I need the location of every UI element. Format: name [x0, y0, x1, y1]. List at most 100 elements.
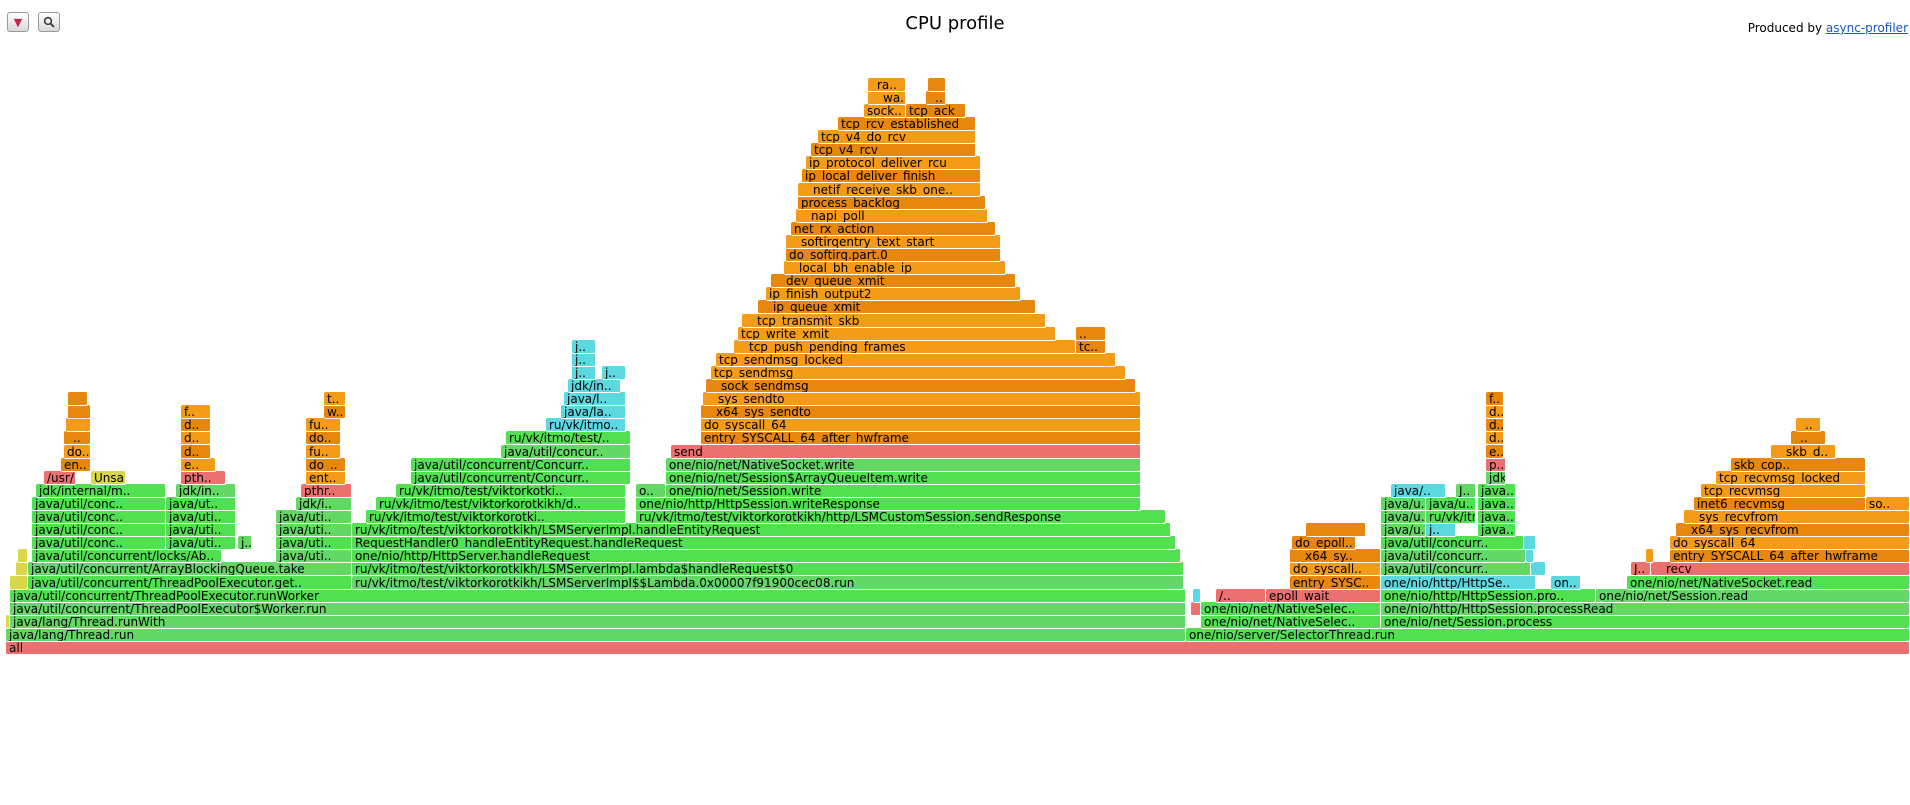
flame-frame[interactable]: _..: [1796, 418, 1821, 432]
flame-frame[interactable]: java/util/concur..: [501, 445, 631, 459]
flame-frame[interactable]: java/ut..: [166, 497, 236, 511]
flame-frame[interactable]: tcp_rcv_established: [838, 117, 976, 131]
flame-frame[interactable]: [928, 78, 946, 92]
flame-frame[interactable]: ru/vk/itmo/test/viktorkorotkikh/LSMServe…: [352, 576, 1184, 590]
flame-frame[interactable]: ent..: [306, 471, 346, 485]
flame-frame[interactable]: [1531, 562, 1546, 576]
flame-frame[interactable]: fu..: [306, 445, 341, 459]
flame-frame[interactable]: java/uti..: [166, 523, 236, 537]
flame-frame[interactable]: ru/vk/itmo/test/viktorkotki..: [396, 484, 626, 498]
flame-frame[interactable]: java/u..: [1426, 497, 1476, 511]
flame-frame[interactable]: entry_SYSC..: [1290, 576, 1381, 590]
flame-frame[interactable]: __dev_queue_xmit: [771, 274, 1016, 288]
flame-frame[interactable]: j..: [572, 353, 596, 367]
flame-frame[interactable]: /..: [1216, 589, 1266, 603]
flame-frame[interactable]: tcp_v4_rcv: [811, 143, 976, 157]
flame-frame[interactable]: java..: [1478, 484, 1516, 498]
flame-frame[interactable]: java/uti..: [166, 510, 236, 524]
flame-frame[interactable]: __sys_recvfrom: [1684, 510, 1910, 524]
flame-frame[interactable]: __x64_sys_recvfrom: [1676, 523, 1910, 537]
flame-frame[interactable]: do_softirq.part.0: [786, 248, 1001, 262]
flame-frame[interactable]: __softirqentry_text_start: [786, 235, 1001, 249]
flame-frame[interactable]: java..: [1478, 510, 1516, 524]
flame-frame[interactable]: java/util/conc..: [32, 523, 166, 537]
flame-frame[interactable]: j..: [1426, 523, 1456, 537]
flame-frame[interactable]: one/nio/http/HttpSession.pro..: [1381, 589, 1596, 603]
flame-frame[interactable]: one/nio/net/Session$ArrayQueueItem.write: [666, 471, 1141, 485]
flame-frame[interactable]: java..: [1478, 497, 1516, 511]
flame-frame[interactable]: on..: [1551, 576, 1581, 590]
flame-frame[interactable]: tcp_sendmsg_locked: [716, 353, 1116, 367]
flame-frame[interactable]: java/util/concurrent/ThreadPoolExecutor.…: [10, 589, 1186, 603]
flame-frame[interactable]: [16, 562, 28, 576]
flame-frame[interactable]: [68, 405, 91, 419]
flame-frame[interactable]: java/util/concurrent/Concurr..: [411, 471, 631, 485]
flame-frame[interactable]: do_syscall_64: [701, 418, 1141, 432]
flame-frame[interactable]: ru/vk/itmo/test/viktorkorotki..: [366, 510, 626, 524]
flame-frame[interactable]: one/nio/net/NativeSelec..: [1201, 602, 1381, 616]
flame-frame[interactable]: __x64_sy..: [1290, 549, 1381, 563]
flame-frame[interactable]: one/nio/net/Session.read: [1596, 589, 1910, 603]
flame-frame[interactable]: en..: [61, 458, 91, 472]
flame-frame[interactable]: java/util/conc..: [32, 536, 166, 550]
flame-frame[interactable]: j..: [602, 366, 626, 380]
flame-frame[interactable]: Unsa..: [91, 471, 126, 485]
flame-frame[interactable]: sock..: [864, 104, 906, 118]
flame-frame[interactable]: __sys_sendto: [703, 392, 1141, 406]
flame-frame[interactable]: [1306, 523, 1366, 537]
flame-frame[interactable]: java/util/conc..: [32, 510, 166, 524]
flame-frame[interactable]: [1526, 549, 1534, 563]
flame-frame[interactable]: java/u..: [1381, 510, 1426, 524]
flame-frame[interactable]: one/nio/net/Session.process: [1381, 615, 1910, 629]
flame-frame[interactable]: ru/vk/itmo..: [546, 418, 626, 432]
flame-frame[interactable]: jdk..: [1486, 471, 1506, 485]
flame-frame[interactable]: [1193, 589, 1201, 603]
flame-frame[interactable]: __skb_d..: [1771, 445, 1836, 459]
flame-frame[interactable]: __ip_queue_xmit: [758, 300, 1036, 314]
flame-frame[interactable]: java/util/concurr..: [1381, 536, 1524, 550]
flame-frame[interactable]: ru/vk/itmo/test/..: [506, 431, 631, 445]
flame-frame[interactable]: skb_cop..: [1731, 458, 1866, 472]
flame-frame[interactable]: java..: [1478, 523, 1516, 537]
flame-frame[interactable]: jdk/i..: [296, 497, 352, 511]
flame-frame[interactable]: t..: [324, 392, 346, 406]
flame-frame[interactable]: send: [671, 445, 1141, 459]
flame-frame[interactable]: java/util/conc..: [32, 497, 166, 511]
flame-frame[interactable]: f..: [1486, 392, 1504, 406]
flame-frame[interactable]: tcp_ack: [906, 104, 966, 118]
flame-frame[interactable]: tcp_recvmsg: [1701, 484, 1866, 498]
flame-frame[interactable]: d..: [181, 418, 211, 432]
flame-frame[interactable]: one/nio/net/Session.write: [666, 484, 1141, 498]
flame-frame[interactable]: do_epoll..: [1292, 536, 1356, 550]
flame-frame[interactable]: java/u..: [1381, 523, 1426, 537]
flame-frame[interactable]: java/lang/Thread.runWith: [10, 615, 1186, 629]
flame-frame[interactable]: d..: [1486, 418, 1504, 432]
flame-frame[interactable]: ru/vk/itmo/test/viktorkorotkikh/http/LSM…: [636, 510, 1166, 524]
flame-frame[interactable]: one/nio/http/HttpSession.writeResponse: [636, 497, 1141, 511]
flame-frame[interactable]: java/util/concurrent/locks/Ab..: [32, 549, 222, 563]
flame-frame[interactable]: jdk/in..: [568, 379, 621, 393]
flame-frame[interactable]: do..: [306, 431, 341, 445]
flame-frame[interactable]: java/util/concurr..: [1381, 549, 1526, 563]
flame-frame[interactable]: o..: [636, 484, 666, 498]
flame-frame[interactable]: one/nio/http/HttpSession.processRead: [1381, 602, 1910, 616]
flame-frame[interactable]: __tcp_transmit_skb: [742, 314, 1046, 328]
flame-frame[interactable]: one/nio/net/NativeSelec..: [1201, 615, 1381, 629]
flame-frame[interactable]: RequestHandler0_handleEntityRequest.hand…: [352, 536, 1176, 550]
flame-frame[interactable]: tcp_write_xmit: [738, 327, 1056, 341]
flame-frame[interactable]: e..: [181, 458, 216, 472]
flame-frame[interactable]: java/uti..: [276, 536, 352, 550]
flame-frame[interactable]: jdk/in..: [176, 484, 236, 498]
async-profiler-link[interactable]: async-profiler: [1825, 21, 1908, 35]
flame-frame[interactable]: pth..: [181, 471, 226, 485]
flame-frame[interactable]: __local_bh_enable_ip: [784, 261, 1006, 275]
flame-frame[interactable]: d..: [181, 445, 211, 459]
flame-frame[interactable]: ru/vk/itmo/test/viktorkorotkikh/LSMServe…: [352, 523, 1171, 537]
flame-frame[interactable]: java/uti..: [166, 536, 236, 550]
flame-frame[interactable]: [18, 549, 28, 563]
flame-frame[interactable]: ru/vk/itmo/test/viktorkorotkikh/d..: [376, 497, 626, 511]
flame-frame[interactable]: __tcp_push_pending_frames: [734, 340, 1076, 354]
flame-frame[interactable]: pthr..: [301, 484, 352, 498]
flame-frame[interactable]: java/util/concurr..: [1381, 562, 1531, 576]
flame-frame[interactable]: [66, 418, 91, 432]
